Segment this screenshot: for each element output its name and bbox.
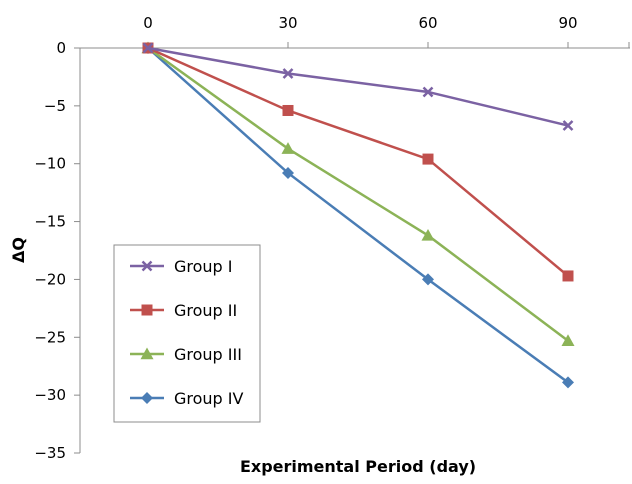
series-line <box>147 47 569 384</box>
data-point <box>282 68 294 79</box>
legend-marker <box>140 347 154 360</box>
legend-item: Group IV <box>130 389 244 408</box>
y-tick-label: −15 <box>34 213 66 231</box>
axes: 0 −5 −10 −15 −20 −25 −30 −35 0 30 60 90 <box>34 14 630 462</box>
y-tick-label: −35 <box>34 444 66 462</box>
x-axis-label: Experimental Period (day) <box>240 457 476 476</box>
series-line <box>147 46 569 342</box>
series-group-i <box>142 42 574 131</box>
data-point <box>562 376 574 389</box>
x-tick-label: 30 <box>278 14 297 32</box>
y-tick-label: −25 <box>34 328 66 346</box>
y-tick-label: −30 <box>34 386 66 404</box>
data-point <box>562 270 574 282</box>
legend-item: Group III <box>130 345 242 364</box>
legend: Group I Group II Group III Group IV <box>113 244 261 423</box>
y-axis-label: ΔQ <box>9 237 28 263</box>
data-point <box>282 166 294 179</box>
legend-item: Group I <box>130 257 233 276</box>
x-tick-label: 0 <box>143 14 153 32</box>
data-point <box>421 228 435 241</box>
data-point <box>142 42 154 54</box>
series-line <box>147 46 569 127</box>
series-line <box>147 46 569 277</box>
x-tick-label: 60 <box>418 14 437 32</box>
legend-marker <box>141 260 153 272</box>
y-tick-label: −20 <box>34 270 66 288</box>
legend-item: Group II <box>130 301 237 320</box>
legend-marker <box>141 304 153 316</box>
data-point <box>422 273 434 286</box>
legend-label: Group I <box>174 257 233 276</box>
y-tick-label: 0 <box>56 39 66 57</box>
data-point <box>561 334 575 346</box>
x-tick-label: 90 <box>558 14 577 32</box>
series-group <box>141 41 575 389</box>
data-point <box>422 153 434 165</box>
data-point <box>282 104 294 116</box>
data-point <box>562 120 574 131</box>
y-tick-label: −10 <box>34 155 66 173</box>
legend-marker <box>141 392 153 404</box>
legend-label: Group II <box>174 301 237 320</box>
legend-label: Group III <box>174 345 242 364</box>
y-tick-label: −5 <box>44 97 66 115</box>
legend-label: Group IV <box>174 389 244 408</box>
data-point <box>422 86 434 98</box>
legend-box <box>113 244 261 423</box>
data-point <box>281 142 295 154</box>
